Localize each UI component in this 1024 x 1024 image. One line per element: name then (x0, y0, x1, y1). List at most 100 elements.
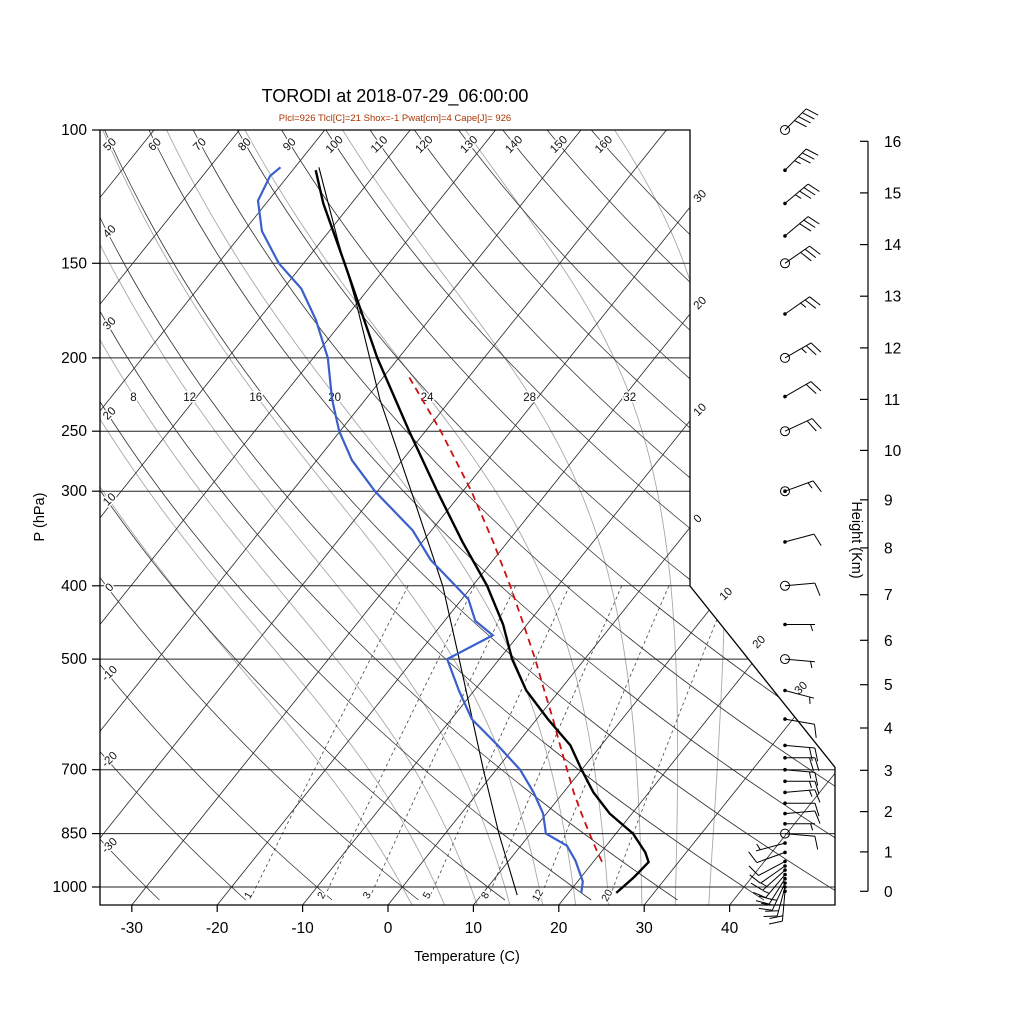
wind-barb-half-feather (810, 624, 814, 632)
wind-barb-staff (784, 718, 815, 725)
wind-barb-feather (803, 187, 816, 196)
wind-barb-feather (761, 902, 775, 906)
wind-barb-staff (784, 533, 815, 543)
wind-barb-half-feather (794, 160, 801, 165)
chart-subtitle: Plcl=926 Tlcl[C]=21 Shox=-1 Pwat[cm]=4 C… (279, 113, 511, 124)
wind-barb-feather (814, 772, 819, 786)
wind-barb-feather (748, 865, 759, 876)
moist-adiabat-label: 20 (328, 392, 341, 404)
wind-barb-feather (806, 420, 817, 432)
height-tick-label: 6 (884, 633, 893, 650)
wind-barb-half-feather (809, 781, 812, 788)
wind-barb-feather (810, 381, 822, 392)
wind-barb-feather (753, 891, 766, 899)
isotherm-right-label: 20 (751, 634, 769, 652)
height-tick-label: 1 (884, 844, 893, 861)
dry-adiabats (100, 130, 835, 901)
wind-barb-feather (814, 803, 820, 817)
pressure-tick-label: 1000 (53, 879, 88, 896)
dry-adiabat-left-label: 0 (103, 581, 116, 594)
isobars (100, 130, 835, 888)
wind-barb-feather (748, 851, 758, 863)
height-tick-label: 7 (884, 587, 893, 604)
wind-barb-staff (784, 480, 814, 492)
plot-border (99, 129, 836, 906)
moist-adiabat-label: 8 (130, 392, 136, 404)
dry-adiabat-top-label: 140 (503, 134, 525, 156)
wind-barb-half-feather (810, 661, 813, 669)
height-tick-label: 0 (884, 884, 893, 901)
wind-calm-circle (780, 125, 790, 135)
wind-barb-feather (814, 747, 819, 762)
isotherm-right-label: 30 (692, 188, 710, 206)
pressure-tick-label: 250 (61, 423, 87, 440)
wind-barb-feather (814, 757, 820, 771)
temperature-tick-label: 20 (550, 920, 568, 937)
height-tick-label: 14 (884, 237, 902, 254)
wind-barb-half-feather (762, 890, 770, 894)
mixing-ratio-lines (251, 585, 732, 896)
wind-calm-circle (780, 426, 790, 437)
wind-barb-staff (784, 418, 813, 432)
height-tick-label: 10 (884, 443, 902, 460)
wind-barb-staff (756, 851, 786, 864)
temperature-tick-label: -20 (206, 920, 229, 937)
wind-barb-half-feather (760, 882, 768, 887)
wind-barb-staff (758, 860, 786, 876)
temperature-tick-label: 30 (636, 920, 654, 937)
wind-barb-feather (814, 781, 820, 795)
isotherms (100, 130, 835, 905)
wind-barb-feather (750, 882, 763, 891)
height-tick-label: 8 (884, 540, 893, 557)
isotherm-right-label: 0 (692, 513, 705, 526)
wind-barb-feather (812, 480, 822, 493)
wind-barb-feather (768, 920, 783, 925)
temperature-tick-label: -30 (121, 920, 144, 937)
wind-barb-staff (784, 789, 815, 793)
height-tick-label: 3 (884, 763, 893, 780)
wind-barb-feather (803, 219, 816, 228)
dry-adiabat-top-label: 150 (548, 134, 570, 156)
wind-barb-feather (758, 907, 773, 911)
wind-barb-feather (769, 915, 784, 919)
wind-barb-feather (799, 190, 812, 199)
dry-adiabat-top-label: 70 (191, 136, 209, 154)
pressure-tick-label: 300 (61, 483, 87, 500)
wind-calm-circle (780, 486, 790, 497)
wind-barb-column (748, 108, 822, 925)
temperature-tick-label: 40 (721, 920, 739, 937)
pressure-tick-label: 500 (61, 651, 87, 668)
wind-barb-feather (802, 152, 815, 160)
dry-adiabat-top-label: 160 (593, 134, 615, 156)
dry-adiabat-top-label: 90 (281, 136, 299, 154)
sounding-curves (256, 166, 650, 896)
wind-barb-feather (794, 120, 807, 128)
wind-barb-staff (784, 810, 815, 815)
wind-barb-staff (784, 744, 815, 749)
pressure-tick-label: 700 (61, 762, 87, 779)
height-tick-label: 5 (884, 677, 893, 694)
wind-barb-feather (804, 299, 817, 309)
wind-barb-staff (784, 296, 810, 315)
wind-barb-staff (784, 342, 812, 359)
wind-barb-feather (805, 148, 819, 156)
wind-barb-feather (755, 900, 770, 905)
dry-adiabat-left-label: 10 (101, 491, 119, 509)
wind-barb-staff (784, 582, 815, 587)
wind-calm-circle (780, 258, 790, 269)
moist-adiabat-label: 16 (249, 392, 262, 404)
wind-barb-feather (808, 747, 813, 761)
wind-barb-feather (809, 296, 821, 306)
wind-barb-feather (805, 108, 819, 116)
wind-barb-half-feather (808, 790, 813, 797)
wind-barb-feather (800, 252, 812, 262)
chart-title: TORODI at 2018-07-29_06:00:00 (262, 86, 529, 107)
wind-barb-feather (809, 245, 821, 255)
dry-adiabat-top-label: 100 (324, 134, 346, 156)
dry-adiabat-left-label: -10 (100, 664, 120, 684)
wind-barb-staff (760, 865, 786, 884)
mixing-ratio-label: 5 (421, 890, 434, 901)
